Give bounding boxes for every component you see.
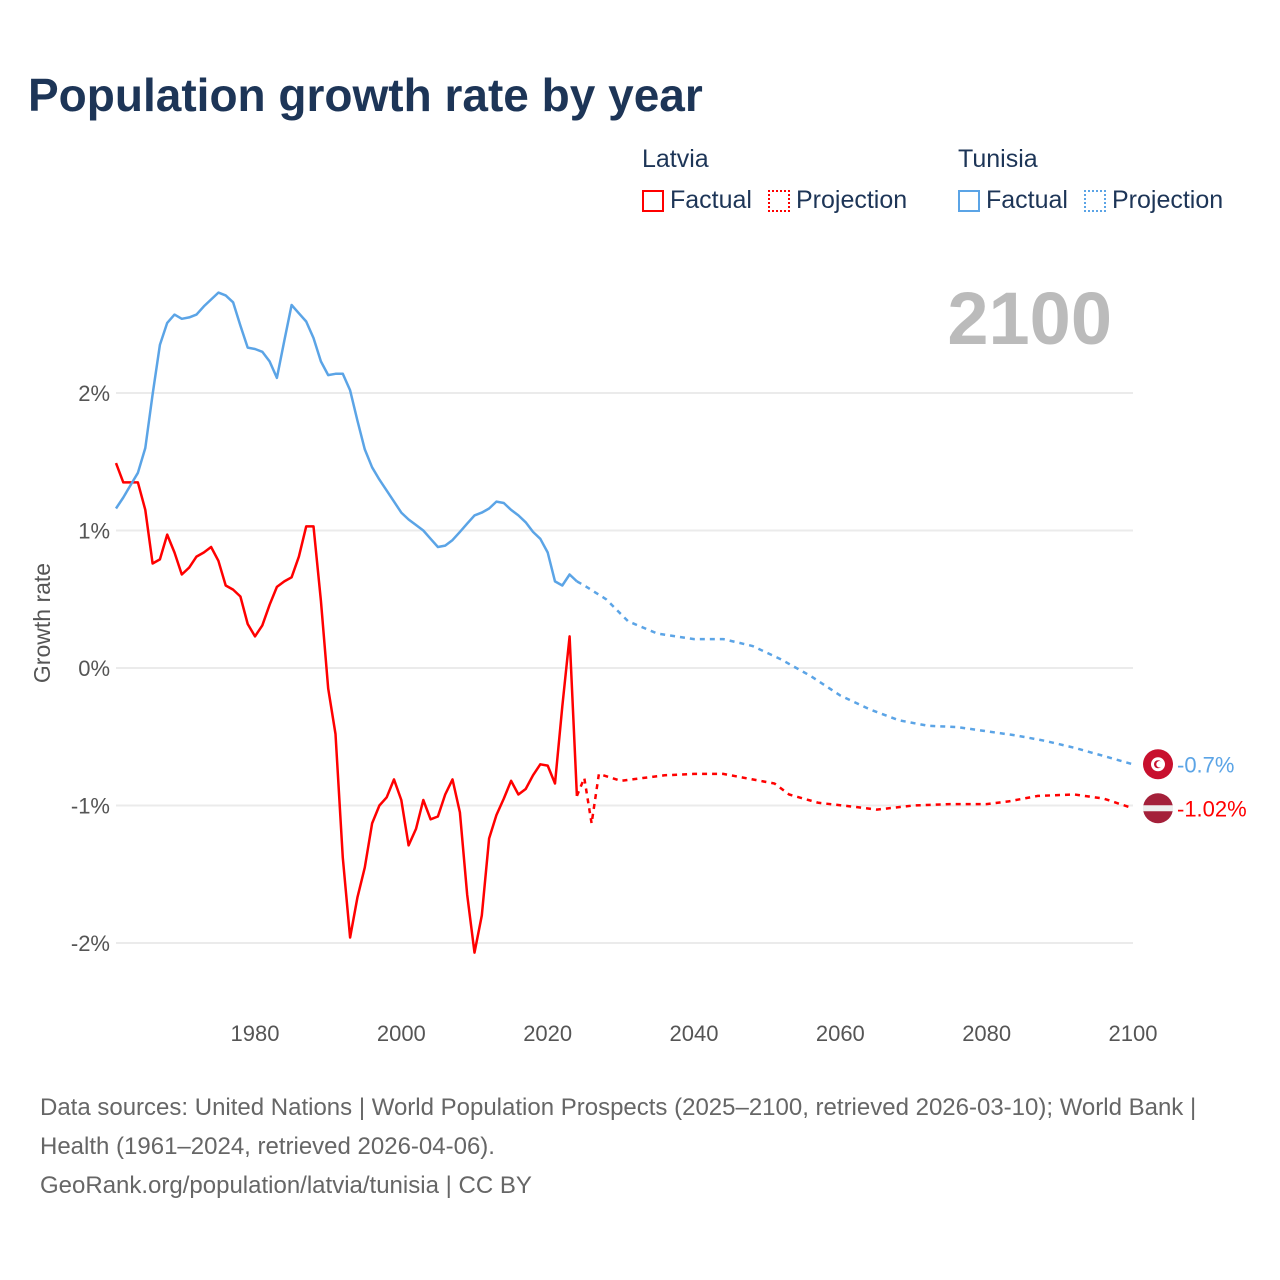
source-link[interactable]: GeoRank.org/population/latvia/tunisia | …: [40, 1172, 532, 1199]
flag-crescent-cut: [1156, 761, 1163, 768]
y-tick-label: -2%: [71, 931, 110, 956]
x-tick-label: 2100: [1109, 1021, 1158, 1046]
legend-latvia: Latvia Factual Projection: [642, 145, 907, 215]
y-tick-label: -1%: [71, 794, 110, 819]
x-tick-label: 2080: [962, 1021, 1011, 1046]
latvia-flag-icon: [1143, 793, 1173, 824]
legend-swatch: [958, 189, 980, 212]
legend-swatch: [1083, 189, 1106, 212]
latvia-end-value: -1.02%: [1177, 796, 1247, 821]
footer: Data sources: United Nations | World Pop…: [40, 1088, 1240, 1205]
legend-group-name: Tunisia: [958, 145, 1038, 173]
tunisia-end-value: -0.7%: [1177, 752, 1234, 777]
x-tick-label: 1980: [231, 1021, 280, 1046]
legend-latvia-projection[interactable]: Projection: [767, 186, 908, 215]
x-tick-label: 2000: [377, 1021, 426, 1046]
x-tick-label: 2040: [670, 1021, 719, 1046]
legend-label: Factual: [986, 186, 1068, 214]
y-tick-label: 2%: [78, 381, 110, 406]
data-sources: Data sources: United Nations | World Pop…: [40, 1094, 1197, 1160]
legend-group-name: Latvia: [642, 145, 709, 173]
legend-label: Factual: [670, 186, 752, 214]
flag-stripe: [1143, 805, 1173, 812]
x-tick-label: 2060: [816, 1021, 865, 1046]
tunisia-projection-line: [576, 580, 1134, 766]
latvia-factual-line: [114, 462, 579, 954]
page-title: Population growth rate by year: [28, 69, 703, 121]
legend-label: Projection: [795, 186, 908, 214]
legend-swatch: [642, 189, 664, 212]
tunisia-flag-icon: [1143, 749, 1173, 780]
latvia-projection-line: [575, 772, 1134, 824]
x-tick-label: 2020: [523, 1021, 572, 1046]
legend-tunisia-factual[interactable]: Factual: [958, 186, 1068, 215]
y-tick-label: 0%: [78, 656, 110, 681]
legend-latvia-factual[interactable]: Factual: [642, 186, 752, 215]
current-year: 2100: [947, 277, 1112, 360]
legend-tunisia-projection[interactable]: Projection: [1083, 186, 1224, 215]
tunisia-factual-line: [114, 291, 578, 587]
legend-tunisia: Tunisia Factual Projection: [958, 145, 1223, 215]
legend-swatch: [767, 189, 790, 212]
y-axis-label: Growth rate: [29, 563, 55, 683]
y-tick-label: 1%: [78, 519, 110, 544]
legend-label: Projection: [1111, 186, 1224, 214]
